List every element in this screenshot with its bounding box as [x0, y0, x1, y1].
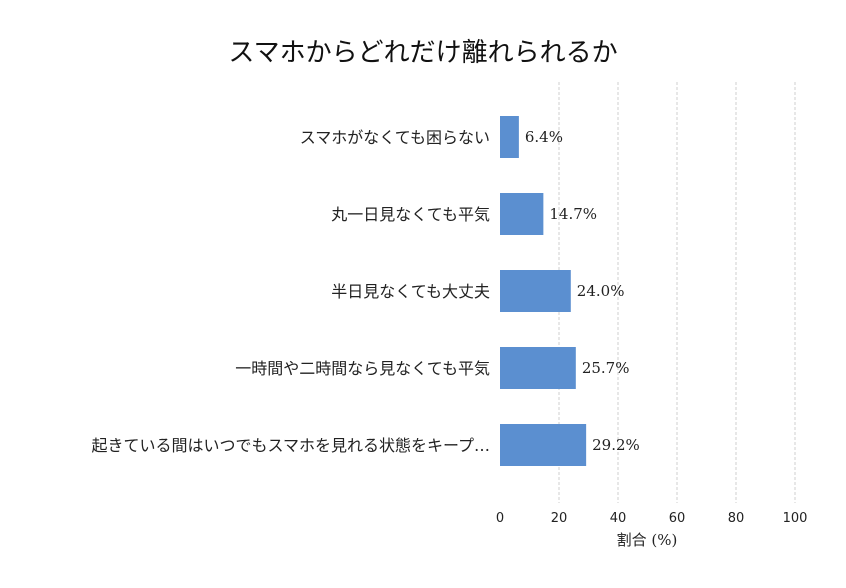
- category-label: 一時間や二時間なら見なくても平気: [235, 359, 490, 378]
- x-axis-label: 割合 (%): [617, 531, 678, 549]
- bar-value-label: 24.0%: [577, 282, 625, 300]
- bars: スマホがなくても困らない 6.4% 丸一日見なくても平気 14.7% 半日見なくても大丈…: [91, 116, 640, 466]
- x-tick-label: 0: [496, 511, 504, 526]
- category-label: 半日見なくても大丈夫: [331, 282, 490, 301]
- category-label: 起きている間はいつでもスマホを見れる状態をキープ…: [91, 436, 490, 455]
- x-tick-label: 20: [551, 511, 568, 526]
- bar-value-label: 6.4%: [525, 128, 563, 146]
- x-tick-label: 40: [610, 511, 627, 526]
- bar: [500, 116, 519, 158]
- chart-title: スマホからどれだけ離れられるか: [228, 38, 617, 68]
- bar-value-label: 29.2%: [592, 436, 640, 454]
- x-axis-ticks: 0 20 40 60 80 100: [496, 511, 808, 526]
- bar: [500, 193, 544, 235]
- x-tick-label: 60: [669, 511, 686, 526]
- bar: [500, 424, 587, 466]
- category-label: スマホがなくても困らない: [300, 128, 490, 147]
- x-tick-label: 100: [783, 511, 808, 526]
- bar-value-label: 14.7%: [549, 205, 597, 223]
- x-tick-label: 80: [728, 511, 745, 526]
- bar: [500, 270, 571, 312]
- bar: [500, 347, 576, 389]
- category-label: 丸一日見なくても平気: [331, 205, 490, 224]
- bar-value-label: 25.7%: [582, 359, 630, 377]
